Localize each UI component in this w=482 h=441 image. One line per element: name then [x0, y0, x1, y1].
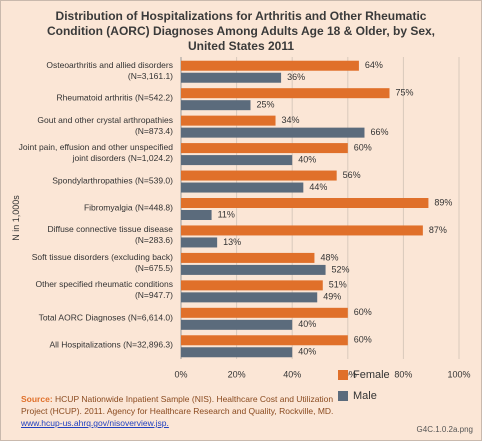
category-label: Soft tissue disorders (excluding back) (…: [31, 251, 173, 273]
x-tick-label: 40%: [283, 369, 301, 379]
image-id: G4C.1.0.2a.png: [416, 425, 473, 434]
category-label: Fibromyalgia (N=448.8): [83, 202, 173, 213]
value-label: 48%: [320, 252, 338, 262]
bar: [181, 170, 337, 181]
bar: [181, 225, 423, 236]
value-label: 60%: [354, 307, 372, 317]
bar: [181, 292, 318, 303]
category-label: All Hospitalizations (N=32,896.3): [49, 339, 173, 350]
x-tick-label: 80%: [394, 369, 412, 379]
category-label: Other specified rheumatic conditions (N=…: [35, 279, 174, 301]
bar: [181, 198, 429, 208]
legend-label: Male: [353, 390, 377, 402]
bar: [181, 143, 348, 154]
legend-swatch: [338, 391, 348, 401]
category-label: Diffuse connective tissue disease (N=283…: [47, 224, 173, 246]
value-label: 75%: [396, 88, 414, 98]
x-tick-label: 20%: [228, 369, 246, 379]
value-label: 11%: [218, 209, 235, 219]
bar: [181, 155, 293, 166]
bar: [181, 264, 326, 275]
bar: [181, 237, 218, 248]
bar: [181, 280, 323, 291]
value-label: 66%: [370, 127, 388, 137]
bar: [181, 60, 359, 71]
bar: [181, 252, 315, 263]
value-label: 44%: [309, 182, 327, 192]
category-label: Spondylarthropathies (N=539.0): [52, 175, 173, 186]
source-label: Source:: [21, 394, 53, 404]
value-label: 40%: [298, 319, 316, 329]
value-label: 60%: [354, 335, 372, 345]
source-text: HCUP Nationwide Inpatient Sample (NIS). …: [21, 394, 334, 416]
legend-label: Female: [353, 369, 390, 381]
bar: [181, 100, 251, 111]
value-label: 60%: [354, 142, 372, 152]
value-label: 34%: [282, 115, 300, 125]
value-label: 36%: [287, 72, 305, 82]
bar: [181, 347, 293, 358]
source-link[interactable]: www.hcup-us.ahrq.gov/nisoverview.jsp.: [21, 418, 169, 428]
value-label: 40%: [298, 347, 316, 357]
value-label: 13%: [223, 237, 241, 247]
category-label: Rheumatoid arthritis (N=542.2): [56, 92, 173, 103]
chart-title: Distribution of Hospitalizations for Art…: [46, 9, 436, 53]
value-label: 56%: [343, 170, 361, 180]
bar: [181, 115, 276, 126]
value-label: 87%: [429, 225, 447, 235]
bar: [181, 335, 348, 346]
category-label: Joint pain, effusion and other unspecifi…: [18, 142, 173, 164]
bar: [181, 319, 293, 330]
category-label: Gout and other crystal arthropathies (N=…: [37, 114, 173, 136]
x-tick-label: 100%: [447, 369, 470, 379]
category-label: Osteoarthritis and allied disorders (N=3…: [46, 59, 173, 81]
value-label: 49%: [323, 292, 341, 302]
category-label: Total AORC Diagnoses (N=6,614.0): [38, 312, 173, 323]
bar: [181, 72, 282, 83]
value-label: 40%: [298, 154, 316, 164]
value-label: 52%: [332, 264, 350, 274]
bar: [181, 88, 390, 99]
value-label: 51%: [329, 280, 347, 290]
bar: [181, 127, 365, 138]
bar: [181, 182, 304, 193]
bar: [181, 210, 212, 220]
legend-swatch: [338, 370, 348, 380]
value-label: 25%: [257, 100, 275, 110]
bar: [181, 307, 348, 318]
value-label: 89%: [434, 197, 452, 207]
x-tick-label: 0%: [174, 369, 187, 379]
source: Source: HCUP Nationwide Inpatient Sample…: [21, 393, 341, 429]
value-label: 64%: [365, 60, 383, 70]
